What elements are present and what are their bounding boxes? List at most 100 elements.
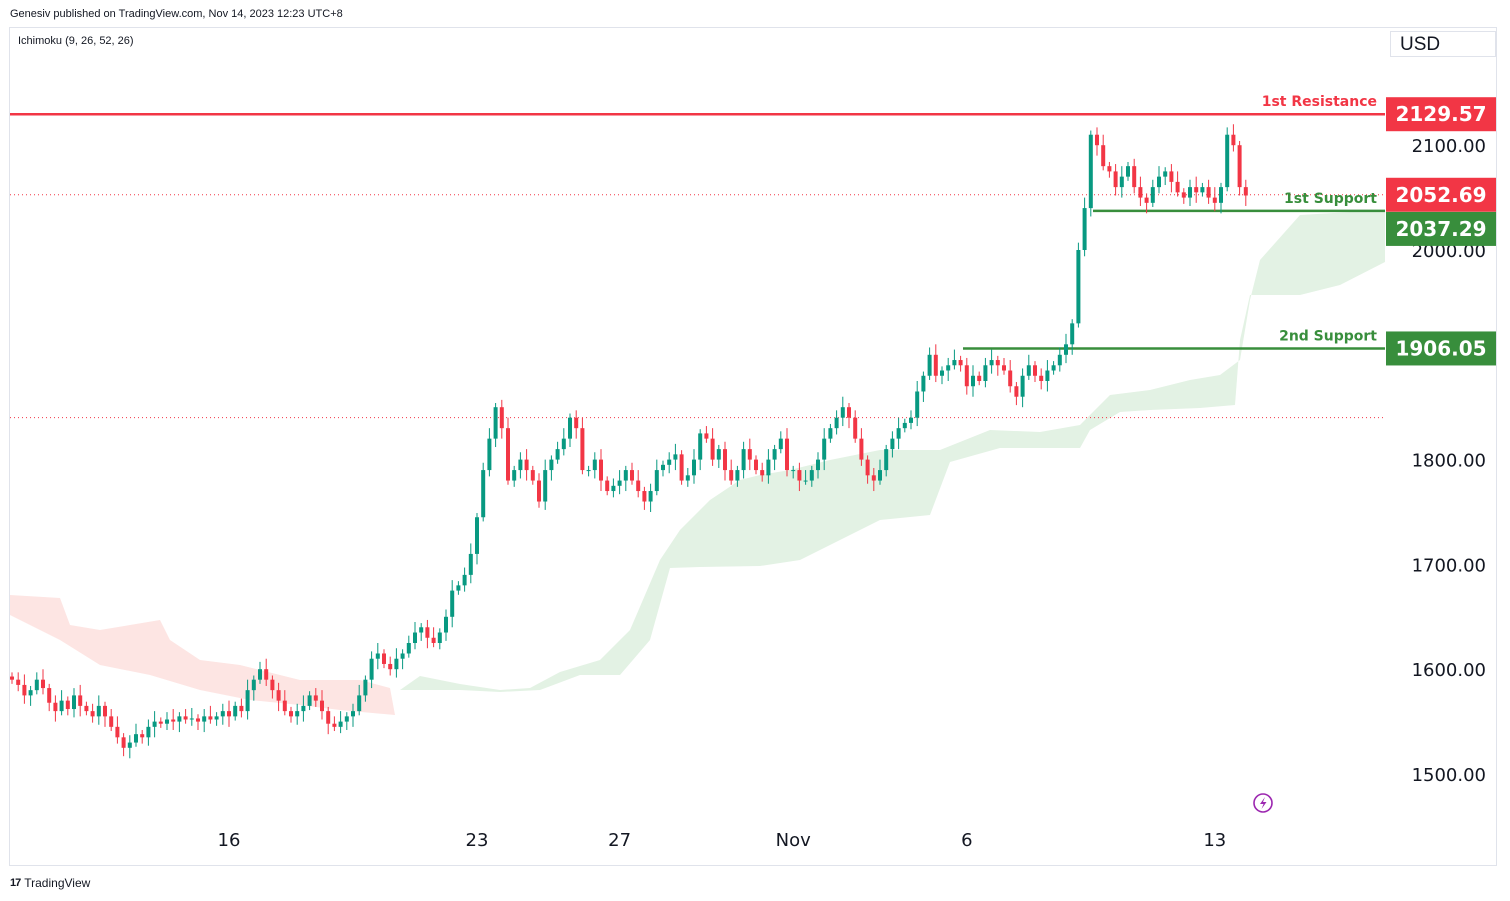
candle-body [1082, 208, 1087, 250]
candle [220, 703, 225, 725]
candle-body [1033, 365, 1037, 376]
candle [90, 703, 95, 723]
candle-body [493, 407, 498, 439]
candle [512, 465, 517, 487]
candle [344, 712, 349, 730]
candle-body [487, 438, 492, 471]
candle-body [388, 663, 393, 670]
support2-price-badge [1386, 331, 1496, 366]
candle [84, 701, 89, 716]
candle-body [952, 360, 957, 366]
candle-body [59, 700, 64, 712]
candle [53, 695, 58, 722]
candle [847, 403, 851, 429]
candle [289, 706, 293, 723]
candle [1138, 176, 1143, 206]
time-axis[interactable]: 16 23 27 Nov 6 13 [218, 830, 1227, 851]
candle [599, 449, 603, 492]
candle [307, 691, 312, 711]
candle-body [518, 459, 523, 471]
support-resistance-levels: 1st Resistance 1st Support 2nd Support [10, 94, 1385, 419]
candle [518, 452, 523, 479]
candle-body [933, 354, 938, 376]
lightning-event-icon[interactable] [1253, 793, 1273, 813]
candle-body [357, 695, 362, 712]
candle [1181, 188, 1186, 204]
candle [741, 441, 746, 479]
candle [865, 455, 870, 484]
publisher-caption: Genesiv published on TradingView.com, No… [10, 8, 343, 20]
candle [1002, 357, 1006, 375]
candle-body [332, 723, 337, 727]
candle [1051, 361, 1056, 375]
indicator-legend[interactable]: Ichimoku (9, 26, 52, 26) [18, 35, 134, 47]
tradingview-brand[interactable]: 17 TradingView [10, 876, 90, 890]
candle [301, 695, 306, 722]
candle [270, 675, 275, 699]
candle [661, 460, 665, 477]
candle [1107, 161, 1112, 178]
candle-body [729, 470, 734, 481]
candle [1194, 176, 1199, 203]
candle [468, 543, 473, 584]
candle [524, 449, 529, 481]
x-tick-label: Nov [776, 830, 811, 851]
candle [971, 365, 975, 397]
candle-body [1088, 134, 1093, 209]
candle-body [822, 438, 827, 460]
candle-body [233, 705, 238, 717]
candle-body [1126, 166, 1130, 177]
candle [388, 656, 393, 676]
candle [183, 709, 188, 724]
candle-body [698, 433, 703, 460]
candle-body [1002, 365, 1006, 371]
candle [34, 672, 39, 695]
candle [940, 366, 944, 385]
candle [177, 712, 182, 733]
price-axis[interactable]: 2100.00 2000.00 1800.00 1700.00 1600.00 1500.… [1412, 136, 1486, 786]
candle [617, 470, 622, 495]
candle-body [189, 718, 194, 720]
candle-body [103, 705, 107, 717]
candle [667, 452, 672, 474]
candle-body [1212, 197, 1217, 203]
candle [586, 465, 591, 477]
candle [704, 426, 709, 443]
candle-body [375, 653, 380, 659]
candle-body [989, 360, 994, 366]
candle-body [964, 365, 969, 387]
candle-body [791, 470, 796, 472]
candle [1070, 319, 1075, 355]
candle [989, 349, 994, 374]
currency-selector[interactable]: USD [1390, 31, 1496, 57]
candle [109, 709, 114, 732]
candle [648, 483, 653, 512]
candle-body [419, 627, 424, 633]
candle-body [1138, 187, 1143, 198]
candle-body [313, 695, 318, 701]
candle [47, 683, 52, 712]
candle [413, 622, 417, 650]
candle-body [53, 702, 58, 712]
candle-body [574, 417, 579, 429]
candle-body [258, 669, 262, 680]
candle-body [586, 470, 591, 472]
candle [537, 473, 541, 508]
resistance-price-badge-text: 2129.57 [1395, 102, 1486, 126]
candle [1014, 382, 1019, 406]
candle [580, 417, 585, 475]
candle [611, 478, 616, 498]
candle-body [909, 417, 913, 423]
candle-body [599, 459, 603, 481]
candle [1225, 127, 1230, 192]
candle-body [22, 684, 27, 696]
candle-body [754, 459, 758, 471]
candle-body [549, 459, 554, 471]
candle [791, 465, 796, 479]
candle-body [828, 428, 833, 439]
candle [822, 428, 827, 471]
candle [958, 355, 963, 372]
candle-body [915, 391, 920, 418]
candle [654, 459, 659, 496]
